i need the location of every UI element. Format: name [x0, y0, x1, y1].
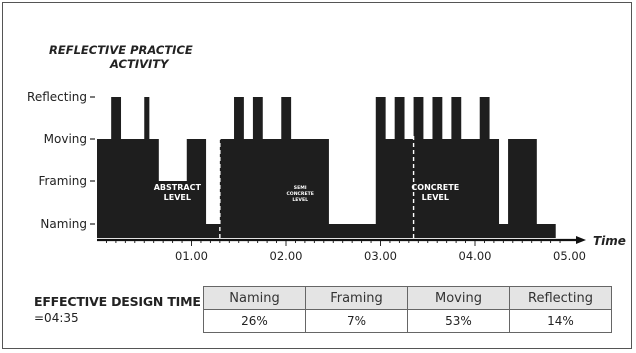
table-header-naming: Naming — [203, 286, 306, 310]
activity-bar — [144, 97, 150, 238]
activity-bar — [219, 139, 235, 238]
activity-bar — [97, 139, 112, 238]
table-cell-naming: 26% — [203, 309, 306, 333]
activity-chart: REFLECTIVE PRACTICE ACTIVITY Reflecting M… — [27, 43, 626, 263]
phase-annotation-text: SEMI — [294, 185, 307, 191]
activity-bar — [460, 139, 481, 238]
activity-bar — [281, 97, 292, 238]
activity-bar — [394, 97, 405, 238]
x-tick-label: 01.00 — [175, 249, 208, 263]
phase-annotations: ABSTRACTLEVELSEMICONCRETELEVELCONCRETELE… — [154, 183, 459, 203]
effective-time-value: =04:35 — [34, 311, 79, 325]
activity-bar — [432, 97, 443, 238]
activity-bar — [252, 97, 263, 238]
activity-bar — [413, 97, 424, 238]
activity-bar — [385, 139, 396, 238]
activity-bar — [404, 139, 414, 238]
activity-bar — [234, 97, 244, 238]
activity-bar — [290, 139, 329, 238]
y-axis-labels: Reflecting Moving Framing Naming — [27, 90, 95, 231]
phase-annotation-text: LEVEL — [292, 197, 308, 203]
activity-bar — [186, 139, 207, 238]
activity-bar — [536, 224, 556, 238]
x-tick-label: 03.00 — [364, 249, 397, 263]
y-tick-label-framing: Framing — [38, 174, 87, 188]
x-axis-arrowhead — [576, 236, 586, 244]
x-tick-label: 04.00 — [459, 249, 492, 263]
activity-bar — [423, 139, 433, 238]
table-cell-framing: 7% — [305, 309, 408, 333]
phase-annotation-text: CONCRETE — [286, 191, 313, 197]
x-tick-label: 02.00 — [270, 249, 303, 263]
table-row: 26% 7% 53% 14% — [203, 309, 612, 333]
phase-annotation-text: LEVEL — [422, 193, 449, 202]
table-header-moving: Moving — [407, 286, 510, 310]
activity-bar — [441, 139, 452, 238]
x-axis: 01.00 02.00 03.00 04.00 05.00 Time — [97, 234, 626, 263]
phase-annotation-text: CONCRETE — [411, 183, 459, 192]
x-tick-label: 05.00 — [553, 249, 586, 263]
activity-bar — [205, 224, 221, 238]
activity-bar — [148, 139, 159, 238]
table-cell-reflecting: 14% — [509, 309, 612, 333]
activity-bar — [479, 97, 490, 238]
activity-bar — [375, 97, 386, 238]
table-header-framing: Framing — [305, 286, 408, 310]
table-header-reflecting: Reflecting — [509, 286, 612, 310]
activity-bar — [328, 224, 377, 238]
activity-bar — [120, 139, 145, 238]
chart-title-line2: ACTIVITY — [109, 57, 170, 71]
y-tick-label-reflecting: Reflecting — [27, 90, 87, 104]
activity-bar — [262, 139, 282, 238]
chart-title: REFLECTIVE PRACTICE ACTIVITY — [49, 43, 193, 71]
y-tick-label-naming: Naming — [40, 217, 87, 231]
x-axis-label: Time — [593, 234, 626, 248]
table-cell-moving: 53% — [407, 309, 510, 333]
activity-bar — [451, 97, 462, 238]
phase-annotation-text: LEVEL — [164, 193, 191, 202]
activity-bar — [243, 139, 254, 238]
table-header-row: Naming Framing Moving Reflecting — [203, 286, 612, 310]
chart-title-line1: REFLECTIVE PRACTICE — [49, 43, 193, 57]
y-tick-label-moving: Moving — [44, 132, 87, 146]
activity-bar — [498, 224, 509, 238]
activity-bar — [489, 139, 500, 238]
activity-bars — [97, 97, 556, 238]
activity-bar — [111, 97, 122, 238]
activity-share-table: Naming Framing Moving Reflecting 26% 7% … — [203, 286, 612, 333]
phase-dividers — [219, 136, 415, 238]
activity-bar — [508, 139, 537, 238]
effective-time-heading: EFFECTIVE DESIGN TIME — [34, 294, 201, 309]
phase-annotation-text: ABSTRACT — [154, 183, 202, 192]
activity-bar — [158, 181, 188, 238]
